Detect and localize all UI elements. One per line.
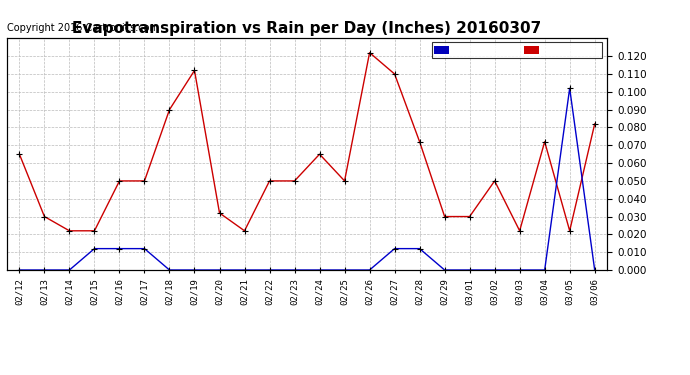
Text: Copyright 2016 Cartronics.com: Copyright 2016 Cartronics.com	[7, 23, 159, 33]
Title: Evapotranspiration vs Rain per Day (Inches) 20160307: Evapotranspiration vs Rain per Day (Inch…	[72, 21, 542, 36]
Legend: Rain  (Inches), ET  (Inches): Rain (Inches), ET (Inches)	[431, 42, 602, 58]
